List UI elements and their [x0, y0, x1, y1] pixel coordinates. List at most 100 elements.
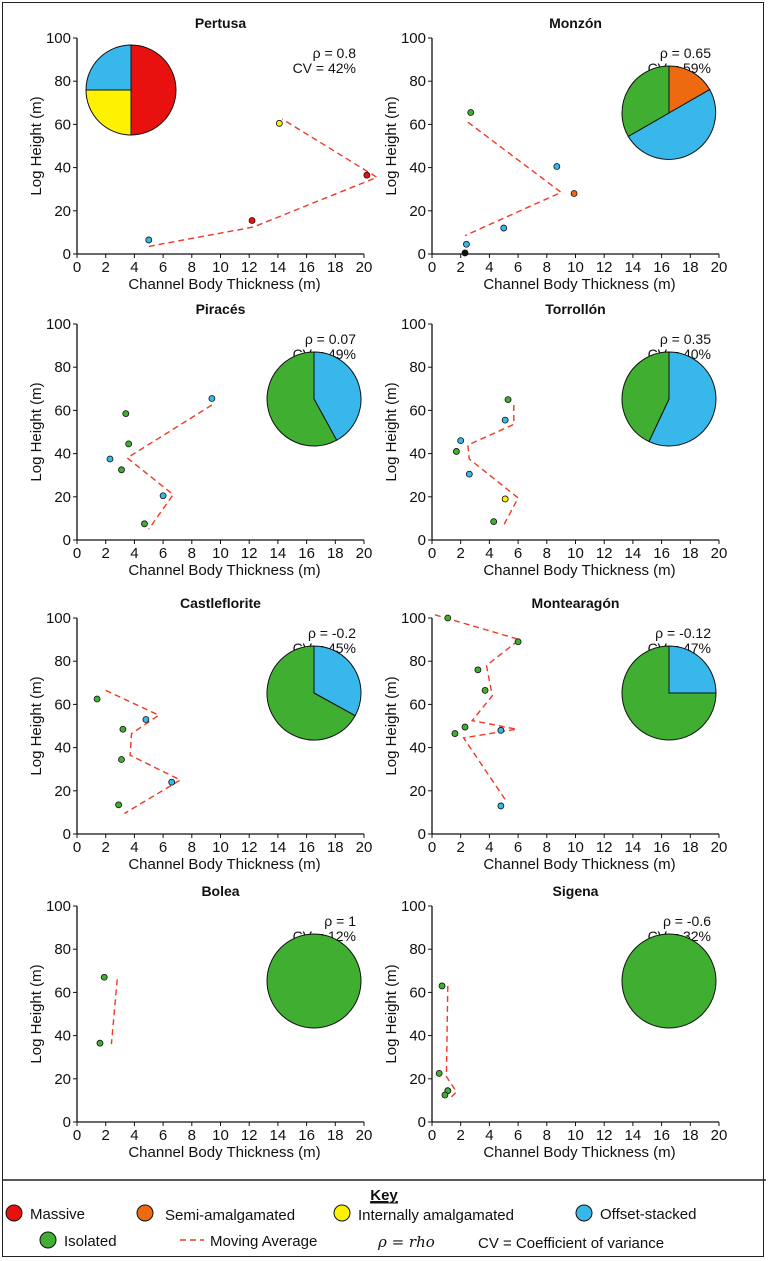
y-tick-label: 0	[63, 826, 71, 843]
x-tick-label: 0	[428, 1127, 436, 1144]
moving-average-line	[105, 689, 182, 815]
legend-label-semi-amalgamated: Semi-amalgamated	[165, 1207, 295, 1224]
rho-annotation: ρ = 0.35	[660, 331, 711, 347]
x-tick-label: 20	[711, 545, 728, 562]
x-tick-label: 2	[457, 839, 465, 856]
pie-chart	[621, 351, 717, 447]
data-point	[438, 982, 446, 990]
x-tick-label: 14	[270, 1127, 287, 1144]
legend-label-massive: Massive	[30, 1206, 85, 1223]
y-axis-label: Log Height (m)	[383, 382, 400, 481]
data-point	[504, 396, 512, 404]
y-tick-label: 100	[401, 316, 426, 333]
x-tick-label: 4	[130, 545, 138, 562]
x-tick-label: 20	[356, 259, 373, 276]
x-tick-label: 20	[711, 839, 728, 856]
panel-monzon: Monzón 0 2 4 6 8 10 12 14 16 18 20 0 20 40 60 80 100 Chann…	[383, 15, 727, 293]
x-tick-label: 12	[241, 259, 258, 276]
pie-slice	[266, 933, 362, 1029]
panel-title: Sigena	[553, 883, 599, 899]
x-tick-label: 16	[298, 839, 315, 856]
legend-label-cv: CV = Coefficient of variance	[478, 1235, 664, 1252]
y-tick-label: 80	[409, 941, 426, 958]
y-axis-label: Log Height (m)	[28, 96, 45, 195]
cv-annotation: CV = 42%	[293, 60, 356, 76]
x-tick-label: 10	[212, 259, 229, 276]
x-tick-label: 2	[102, 259, 110, 276]
data-point	[118, 756, 125, 763]
y-tick-label: 60	[54, 116, 71, 133]
x-tick-label: 0	[73, 259, 81, 276]
y-tick-label: 0	[63, 1114, 71, 1131]
x-tick-label: 12	[241, 545, 258, 562]
x-tick-label: 18	[327, 839, 344, 856]
data-point	[481, 686, 489, 694]
pie-slice	[668, 645, 717, 694]
y-tick-label: 100	[401, 610, 426, 627]
data-point	[119, 725, 127, 733]
x-tick-label: 4	[130, 839, 138, 856]
legend-swatch-massive	[5, 1204, 23, 1222]
data-point	[444, 614, 452, 622]
y-tick-label: 80	[54, 73, 71, 90]
data-point	[452, 448, 460, 455]
y-tick-label: 20	[409, 783, 426, 800]
pie-slice	[313, 351, 362, 441]
y-tick-label: 20	[409, 1071, 426, 1088]
x-tick-label: 4	[485, 259, 493, 276]
data-point	[145, 236, 153, 244]
panel-sigena: Sigena 0 2 4 6 8 10 12 14 16 18 20 0 20 40 60 80 100 Chann…	[383, 883, 727, 1161]
data-point	[461, 249, 469, 257]
legend: Key Massive Semi-amalgamated Internally …	[2, 1179, 766, 1252]
y-tick-label: 40	[409, 1028, 426, 1045]
data-point	[474, 666, 482, 674]
x-tick-label: 6	[159, 1127, 167, 1144]
x-tick-label: 8	[188, 839, 196, 856]
y-tick-label: 60	[54, 696, 71, 713]
x-tick-label: 16	[653, 545, 670, 562]
data-point	[490, 518, 498, 526]
x-tick-label: 10	[567, 259, 584, 276]
x-tick-label: 8	[188, 1127, 196, 1144]
x-tick-label: 14	[270, 545, 287, 562]
pie-chart	[85, 44, 177, 136]
data-point	[118, 466, 125, 474]
moving-average-line	[445, 985, 458, 1100]
legend-title: Key	[370, 1187, 398, 1204]
data-point	[248, 217, 256, 224]
rho-annotation: ρ = -0.12	[655, 625, 711, 641]
data-point	[93, 695, 101, 703]
data-point	[553, 163, 561, 170]
data-point	[461, 723, 469, 731]
pie-slice	[266, 645, 356, 741]
legend-swatch-internally-amalgamated	[333, 1204, 351, 1222]
data-point	[122, 410, 130, 418]
pie-chart	[266, 933, 362, 1029]
x-tick-label: 20	[711, 259, 728, 276]
pie-slice	[313, 645, 362, 717]
x-tick-label: 10	[212, 839, 229, 856]
y-tick-label: 40	[409, 160, 426, 177]
data-point	[115, 801, 123, 809]
y-tick-label: 80	[409, 359, 426, 376]
y-tick-label: 40	[54, 446, 71, 463]
x-tick-label: 14	[625, 839, 642, 856]
x-axis-label: Channel Body Thickness (m)	[128, 562, 320, 579]
y-tick-label: 100	[46, 30, 71, 47]
data-point	[141, 520, 148, 528]
x-tick-label: 2	[102, 839, 110, 856]
pie-slice	[648, 351, 717, 447]
x-tick-label: 2	[457, 1127, 465, 1144]
y-tick-label: 60	[409, 984, 426, 1001]
x-tick-label: 8	[543, 259, 551, 276]
x-tick-label: 8	[543, 1127, 551, 1144]
y-tick-label: 0	[418, 1114, 426, 1131]
y-tick-label: 100	[46, 316, 71, 333]
y-tick-label: 80	[54, 359, 71, 376]
legend-label-internally-amalgamated: Internally amalgamated	[358, 1207, 514, 1224]
x-tick-label: 12	[596, 259, 613, 276]
panel-castleflorite: Castleflorite 0 2 4 6 8 10 12 14 16 18 20 0 20 40 60 80 1…	[28, 595, 372, 873]
panel-title: Pertusa	[195, 15, 247, 31]
